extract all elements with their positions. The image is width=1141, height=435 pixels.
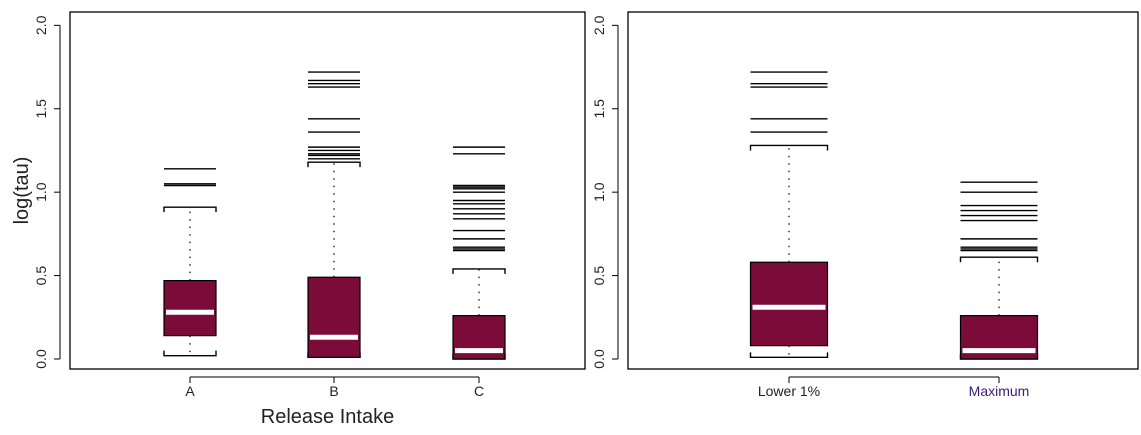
box-cap-lower [163, 350, 217, 357]
y-tick-label: 1.5 [591, 99, 607, 119]
y-tick-label: 0.0 [33, 349, 49, 369]
y-tick-label: 1.5 [33, 99, 49, 119]
y-tick-label: 2.0 [33, 15, 49, 35]
x-tick-label: Maximum [969, 383, 1030, 399]
box-cap-upper [749, 144, 829, 151]
y-tick-label: 0.5 [33, 266, 49, 286]
x-tick-label: B [329, 383, 338, 399]
x-tick-label: Lower 1% [758, 383, 820, 399]
x-tick-label: A [185, 383, 195, 399]
box-cap-upper [452, 268, 506, 274]
box-cap-upper [163, 206, 217, 213]
box-body [749, 261, 829, 347]
y-tick-label: 0.5 [591, 266, 607, 286]
x-axis-title: Release Intake [261, 406, 394, 428]
box-cap-lower [749, 352, 829, 359]
y-tick-label: 1.0 [591, 182, 607, 202]
box-cap-upper [959, 256, 1039, 263]
box-cap-upper [307, 161, 361, 168]
box-body [163, 279, 217, 337]
y-axis-title: log(tau) [11, 157, 33, 225]
x-tick-label: C [474, 383, 484, 399]
box-body [307, 276, 361, 358]
y-tick-label: 0.0 [591, 349, 607, 369]
y-tick-label: 2.0 [591, 15, 607, 35]
plot-frame [69, 11, 586, 370]
y-tick-label: 1.0 [33, 182, 49, 202]
plot-frame [627, 11, 1139, 370]
